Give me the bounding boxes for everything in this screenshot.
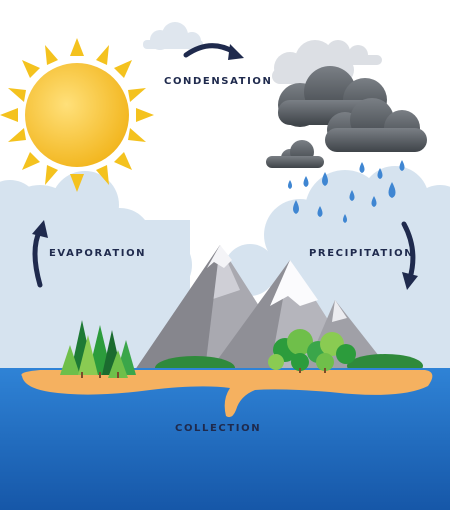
rain-drop-icon — [288, 180, 292, 189]
sun-icon — [0, 38, 154, 192]
storm-clouds — [266, 66, 427, 168]
curved-arrow-icon — [32, 220, 48, 288]
condensation-label: CONDENSATION — [164, 76, 273, 87]
forest-left — [60, 320, 136, 378]
precipitation-label: PRECIPITATION — [309, 248, 415, 259]
rain-drop-icon — [322, 172, 328, 186]
island-sand — [21, 370, 433, 418]
evaporation-label: EVAPORATION — [49, 248, 147, 259]
rain-drop-icon — [349, 190, 355, 201]
rain-drop-icon — [293, 200, 299, 214]
cloud-top-small — [143, 22, 203, 50]
curved-arrow-icon — [401, 221, 418, 290]
rain-drop-icon — [343, 214, 347, 223]
forest-right — [268, 329, 356, 373]
curved-arrow-icon — [183, 43, 244, 60]
rain-drop-icon — [317, 206, 323, 217]
rain-drop-icon — [303, 176, 309, 187]
rain-drop-icon — [388, 182, 396, 198]
rain-drop-icon — [371, 196, 377, 207]
rain-drop-icon — [359, 162, 365, 173]
rain-drop-icon — [377, 168, 383, 179]
background-clouds — [0, 22, 450, 385]
cloud-right — [224, 166, 450, 385]
rain-drop-icon — [399, 160, 405, 171]
collection-label: COLLECTION — [175, 423, 262, 434]
rain — [288, 160, 405, 223]
